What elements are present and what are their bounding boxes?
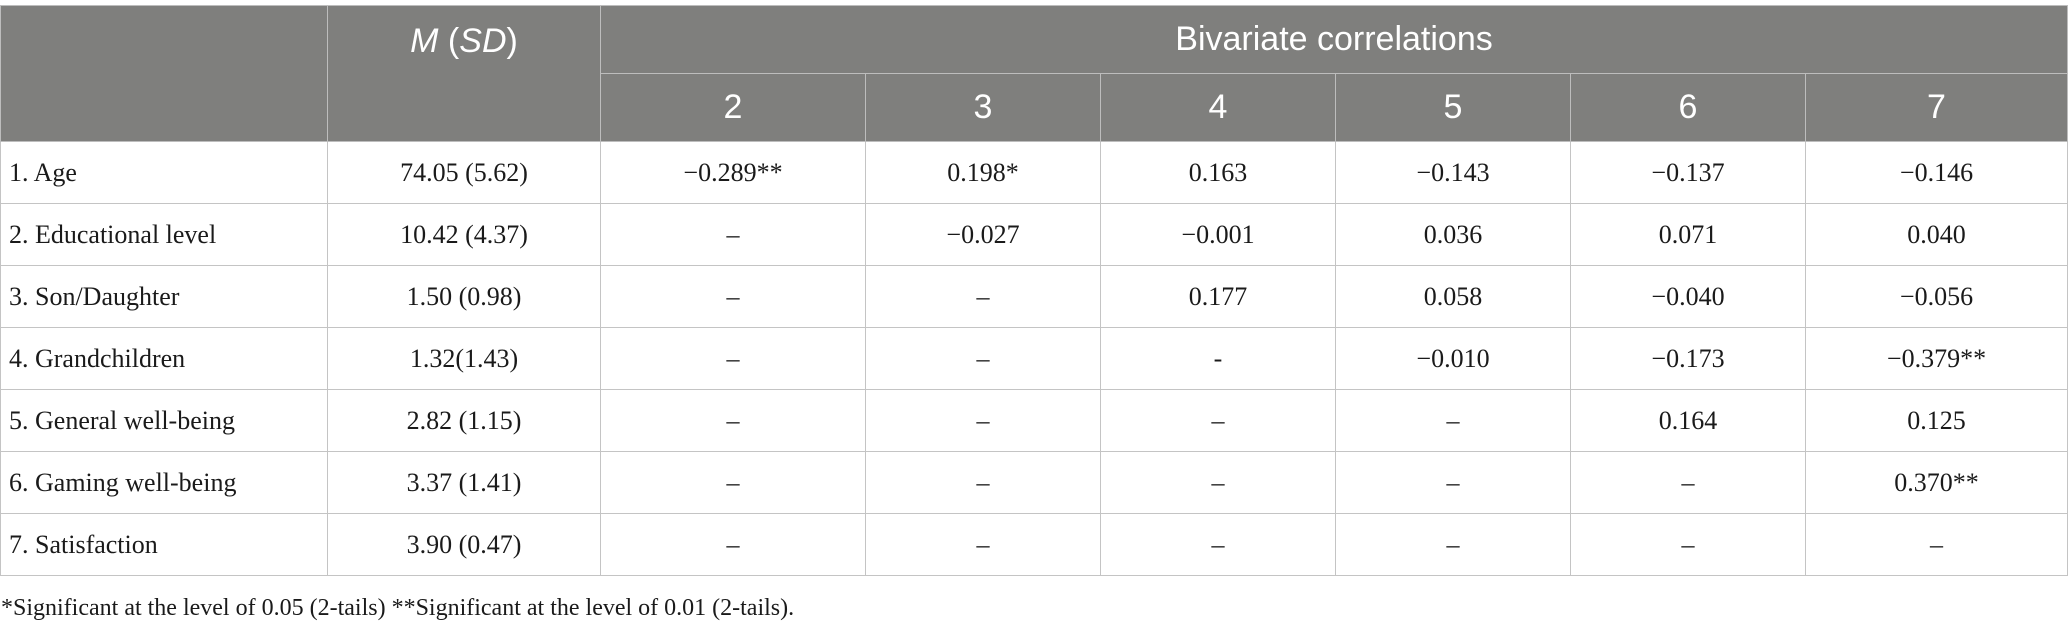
correlation-cell: −0.027 xyxy=(865,203,1101,266)
correlation-cell: – xyxy=(1335,451,1571,514)
correlation-cell: 0.198* xyxy=(865,141,1101,204)
correlation-cell: 0.177 xyxy=(1100,265,1336,328)
mean-sd-cell: 10.42 (4.37) xyxy=(327,203,601,266)
correlation-cell: – xyxy=(1335,513,1571,576)
correlation-cell: – xyxy=(600,327,866,390)
correlation-cell: 0.040 xyxy=(1804,203,2068,266)
correlation-cell: - xyxy=(1100,327,1336,390)
correlation-cell: – xyxy=(865,327,1101,390)
mean-sd-cell: 2.82 (1.15) xyxy=(327,389,601,452)
variable-cell: 3. Son/Daughter xyxy=(0,265,328,328)
correlation-cell: −0.010 xyxy=(1335,327,1571,390)
sd-label: SD xyxy=(459,22,507,60)
variable-cell: 7. Satisfaction xyxy=(0,513,328,576)
mean-sd-cell: 1.50 (0.98) xyxy=(327,265,601,328)
mean-sd-close: ) xyxy=(506,22,518,60)
mean-sd-open: ( xyxy=(438,22,460,60)
column-header: 3 xyxy=(865,73,1101,142)
correlation-cell: – xyxy=(1100,513,1336,576)
correlation-cell: −0.379** xyxy=(1804,327,2068,390)
header-row-2: 2 3 4 5 6 7 xyxy=(1,73,2068,142)
correlation-cell: – xyxy=(1100,389,1336,452)
variable-cell: 5. General well-being xyxy=(0,389,328,452)
correlation-cell: −0.289** xyxy=(600,141,866,204)
correlation-table-container: M (SD) Bivariate correlations 2 3 4 5 6 … xyxy=(0,5,2068,576)
correlation-cell: – xyxy=(600,203,866,266)
column-header: 7 xyxy=(1804,73,2068,142)
column-header: 6 xyxy=(1570,73,1806,142)
correlation-cell: – xyxy=(600,513,866,576)
header-row-1: M (SD) Bivariate correlations xyxy=(0,5,2068,142)
correlation-cell: – xyxy=(865,451,1101,514)
variable-cell: 4. Grandchildren xyxy=(0,327,328,390)
correlation-cell: −0.040 xyxy=(1570,265,1806,328)
variable-header-cell xyxy=(0,5,328,142)
correlation-cell: −0.001 xyxy=(1100,203,1336,266)
correlation-cell: – xyxy=(1570,451,1806,514)
table-row: 1. Age 74.05 (5.62) −0.289** 0.198* 0.16… xyxy=(0,141,2068,204)
mean-label: M xyxy=(410,22,439,60)
correlation-cell: – xyxy=(1100,451,1336,514)
correlation-cell: 0.163 xyxy=(1100,141,1336,204)
correlation-cell: −0.173 xyxy=(1570,327,1806,390)
correlation-cell: 0.058 xyxy=(1335,265,1571,328)
column-header: 5 xyxy=(1335,73,1571,142)
correlation-cell: 0.036 xyxy=(1335,203,1571,266)
correlation-cell: – xyxy=(600,451,866,514)
correlation-cell: – xyxy=(1570,513,1806,576)
table-row: 3. Son/Daughter 1.50 (0.98) – – 0.177 0.… xyxy=(0,265,2068,328)
table-row: 5. General well-being 2.82 (1.15) – – – … xyxy=(0,389,2068,452)
mean-sd-cell: 3.90 (0.47) xyxy=(327,513,601,576)
correlation-cell: – xyxy=(865,265,1101,328)
correlation-cell: 0.164 xyxy=(1570,389,1806,452)
table-row: 2. Educational level 10.42 (4.37) – −0.0… xyxy=(0,203,2068,266)
correlation-cell: – xyxy=(865,513,1101,576)
table-row: 6. Gaming well-being 3.37 (1.41) – – – –… xyxy=(0,451,2068,514)
correlation-cell: – xyxy=(600,265,866,328)
correlation-cell: −0.143 xyxy=(1335,141,1571,204)
correlation-cell: – xyxy=(1804,513,2068,576)
table-row: 7. Satisfaction 3.90 (0.47) – – – – – – xyxy=(0,513,2068,576)
variable-cell: 6. Gaming well-being xyxy=(0,451,328,514)
column-header: 4 xyxy=(1100,73,1336,142)
mean-sd-header: M (SD) xyxy=(327,5,601,142)
correlation-cell: 0.125 xyxy=(1804,389,2068,452)
mean-sd-cell: 74.05 (5.62) xyxy=(327,141,601,204)
table-row: 4. Grandchildren 1.32(1.43) – – - −0.010… xyxy=(0,327,2068,390)
variable-cell: 2. Educational level xyxy=(0,203,328,266)
correlation-cell: – xyxy=(865,389,1101,452)
correlation-cell: −0.137 xyxy=(1570,141,1806,204)
correlation-cell: 0.071 xyxy=(1570,203,1806,266)
column-header: 2 xyxy=(600,73,866,142)
correlation-cell: −0.056 xyxy=(1804,265,2068,328)
correlation-cell: 0.370** xyxy=(1804,451,2068,514)
correlation-cell: – xyxy=(1335,389,1571,452)
bivariate-correlations-header: Bivariate correlations xyxy=(599,5,2068,74)
correlation-cell: – xyxy=(600,389,866,452)
correlation-cell: −0.146 xyxy=(1804,141,2068,204)
correlation-table: M (SD) Bivariate correlations 2 3 4 5 6 … xyxy=(0,5,2068,576)
mean-sd-cell: 3.37 (1.41) xyxy=(327,451,601,514)
table-footnote: *Significant at the level of 0.05 (2-tai… xyxy=(1,595,795,621)
mean-sd-cell: 1.32(1.43) xyxy=(327,327,601,390)
variable-cell: 1. Age xyxy=(0,141,328,204)
